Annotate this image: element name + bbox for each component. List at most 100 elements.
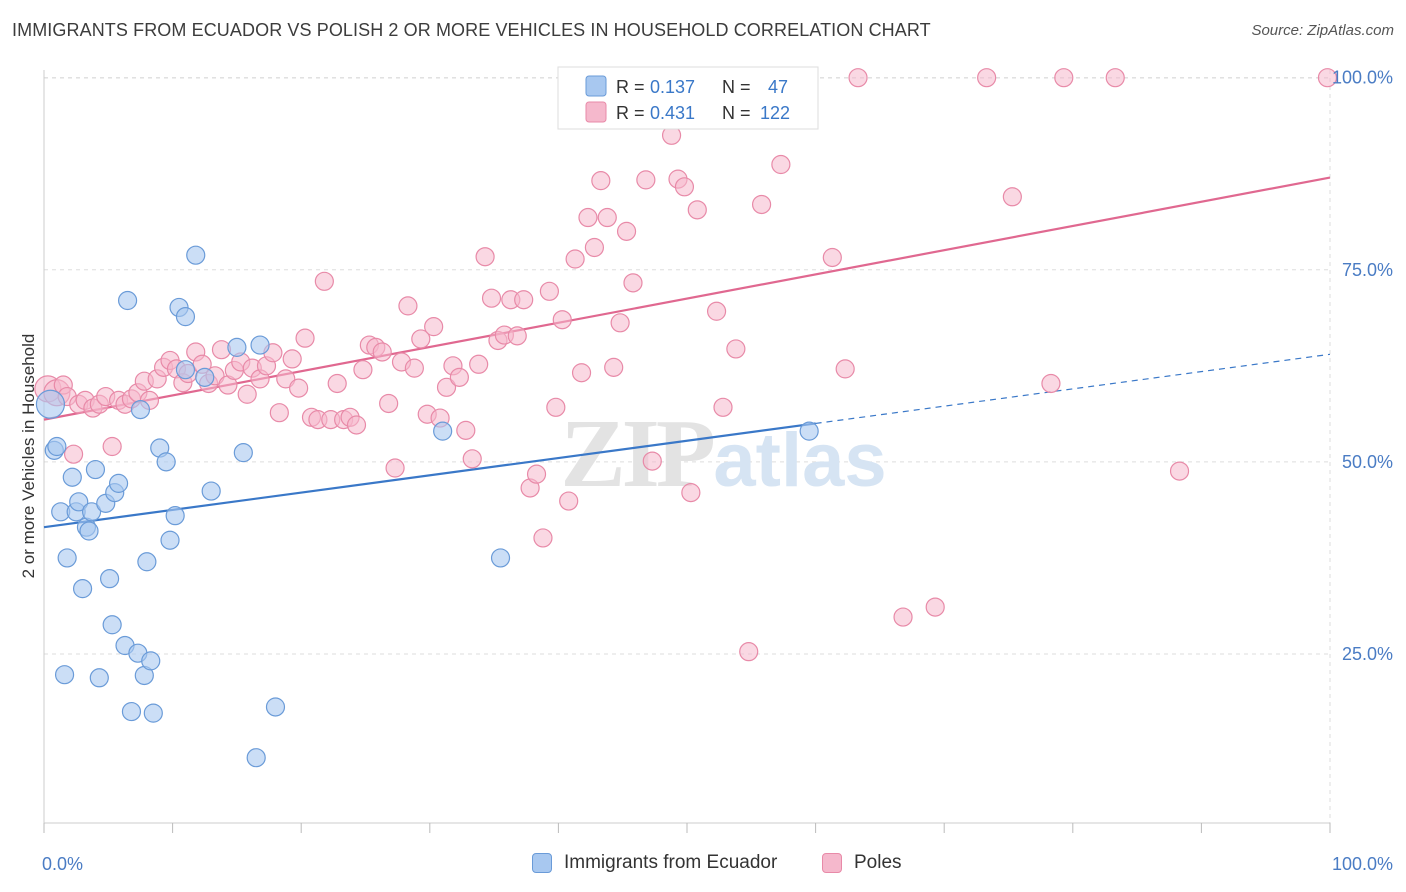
data-point-ecuador xyxy=(57,548,77,568)
points-poles xyxy=(34,68,1338,662)
data-point-poles xyxy=(977,68,997,88)
data-point-poles xyxy=(411,329,431,349)
data-point-ecuador xyxy=(246,748,266,768)
data-point-poles xyxy=(424,317,444,337)
data-point-ecuador xyxy=(175,360,196,380)
data-point-poles xyxy=(713,397,733,417)
data-point-ecuador xyxy=(108,473,129,493)
data-point-ecuador xyxy=(265,697,286,717)
data-point-ecuador xyxy=(799,421,819,441)
data-point-poles xyxy=(636,170,656,190)
data-point-poles xyxy=(404,358,424,378)
data-point-ecuador xyxy=(79,521,99,541)
data-point-ecuador xyxy=(490,548,511,568)
data-point-poles xyxy=(314,271,334,291)
legend-series: Immigrants from Ecuador Poles xyxy=(0,852,1406,878)
y-tick-label: 50.0% xyxy=(1342,452,1393,472)
y-tick-label: 100.0% xyxy=(1332,68,1393,88)
data-point-poles xyxy=(681,483,701,503)
data-point-poles xyxy=(526,464,547,484)
legend-r-label-ecuador: R = xyxy=(616,77,645,97)
data-point-poles xyxy=(835,359,855,379)
data-point-poles xyxy=(559,491,579,511)
data-point-poles xyxy=(539,281,559,301)
legend-n-label-ecuador: N = xyxy=(722,77,751,97)
data-point-poles xyxy=(616,221,637,241)
legend-label-poles: Poles xyxy=(854,852,902,873)
legend-r-value-ecuador: 0.137 xyxy=(650,77,695,97)
data-point-poles xyxy=(925,597,945,617)
data-point-ecuador xyxy=(137,552,157,572)
data-point-ecuador xyxy=(143,703,163,723)
y-tick-labels: 25.0% 50.0% 75.0% 100.0% xyxy=(1332,68,1393,664)
legend-swatch-ecuador-bottom xyxy=(532,853,552,873)
data-point-poles xyxy=(507,326,527,346)
data-point-poles xyxy=(456,420,476,440)
data-point-poles xyxy=(848,68,868,88)
data-point-poles xyxy=(597,207,617,228)
legend-swatch-ecuador xyxy=(585,75,607,97)
y-tick-label: 75.0% xyxy=(1342,260,1393,280)
x-tick-label: 0.0% xyxy=(42,854,83,874)
data-point-ecuador xyxy=(72,579,93,599)
data-point-poles xyxy=(565,249,585,269)
legend-n-value-ecuador: 47 xyxy=(768,77,788,97)
data-point-ecuador xyxy=(117,290,138,311)
trend-line-ecuador-dashed xyxy=(815,353,1331,425)
legend-r-label-poles: R = xyxy=(616,103,645,123)
data-point-ecuador xyxy=(141,651,161,671)
x-tick-label: 100.0% xyxy=(1332,854,1393,874)
source-label: Source: ZipAtlas.com xyxy=(1251,22,1394,39)
data-point-ecuador xyxy=(35,389,66,419)
data-point-poles xyxy=(1054,68,1074,88)
chart-title: IMMIGRANTS FROM ECUADOR VS POLISH 2 OR M… xyxy=(12,20,931,40)
data-point-poles xyxy=(327,373,347,394)
data-point-ecuador xyxy=(81,502,102,522)
data-point-poles xyxy=(346,415,367,435)
data-point-poles xyxy=(571,363,592,383)
data-point-ecuador xyxy=(102,615,122,635)
data-point-ecuador xyxy=(186,245,206,265)
data-point-poles xyxy=(533,528,553,548)
data-point-poles xyxy=(398,296,418,316)
data-point-poles xyxy=(546,397,566,417)
data-point-ecuador xyxy=(130,400,151,420)
data-point-poles xyxy=(289,378,309,398)
legend-r-value-poles: 0.431 xyxy=(650,103,695,123)
data-point-poles xyxy=(481,288,502,308)
data-point-ecuador xyxy=(69,492,89,512)
data-point-poles xyxy=(604,357,624,377)
data-point-poles xyxy=(1105,68,1125,88)
data-point-poles xyxy=(893,607,913,627)
data-point-poles xyxy=(623,273,643,293)
data-point-poles xyxy=(739,642,759,662)
data-point-poles xyxy=(385,458,405,478)
data-point-poles xyxy=(372,342,392,362)
data-point-poles xyxy=(353,360,373,380)
data-point-ecuador xyxy=(250,335,270,355)
points-ecuador xyxy=(35,245,819,768)
data-point-poles xyxy=(642,451,662,471)
data-point-poles xyxy=(552,310,572,330)
data-point-poles xyxy=(379,393,399,414)
data-point-poles xyxy=(63,444,84,464)
legend-item-poles[interactable]: Poles xyxy=(822,852,902,874)
legend-label-ecuador: Immigrants from Ecuador xyxy=(564,852,778,873)
legend-correlation: R = 0.137 N = 47 R = 0.431 N = 122 xyxy=(557,66,819,130)
data-point-poles xyxy=(610,313,630,333)
data-point-ecuador xyxy=(233,443,253,463)
data-point-poles xyxy=(269,403,289,423)
y-tick-label: 25.0% xyxy=(1342,644,1393,664)
data-point-poles xyxy=(462,449,482,469)
legend-n-label-poles: N = xyxy=(722,103,751,123)
data-point-poles xyxy=(1002,187,1022,207)
data-point-poles xyxy=(237,384,257,404)
data-point-poles xyxy=(449,367,469,387)
legend-n-value-poles: 122 xyxy=(760,103,790,123)
data-point-ecuador xyxy=(175,307,196,327)
data-point-ecuador xyxy=(47,436,67,457)
data-point-poles xyxy=(475,247,495,267)
data-point-poles xyxy=(282,349,302,369)
data-point-poles xyxy=(1317,68,1338,88)
legend-item-ecuador[interactable]: Immigrants from Ecuador xyxy=(532,852,777,874)
